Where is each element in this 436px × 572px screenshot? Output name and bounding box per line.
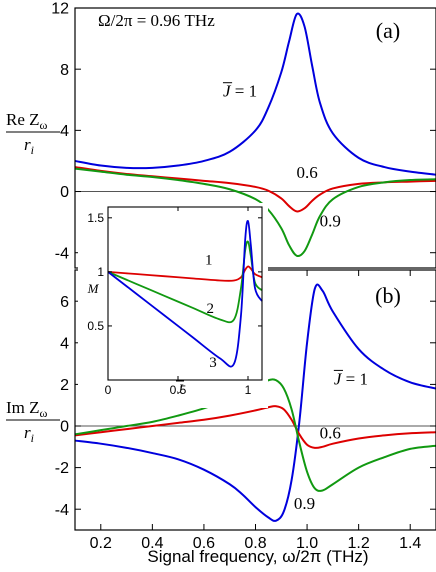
y-tick-label: 0 <box>60 184 69 201</box>
curve-label: 0.9 <box>294 494 315 513</box>
curve-label: 2 <box>206 301 214 317</box>
panel-b-ylabel-bottom: ri <box>24 423 34 445</box>
y-tick-label: 4 <box>60 335 69 352</box>
x-tick-label: 1 <box>245 383 252 397</box>
y-tick-label: 8 <box>60 62 69 79</box>
y-tick-label: 1 <box>97 265 104 279</box>
y-tick-label: 0 <box>60 419 69 436</box>
x-tick-label: 1.2 <box>348 535 370 552</box>
y-tick-label: 6 <box>60 294 69 311</box>
panel-a-ylabel-bottom: ri <box>24 135 34 157</box>
x-tick-label: 1.0 <box>296 535 318 552</box>
inset-series <box>107 220 263 368</box>
panel-a-ylabel: Re Zω ri <box>6 110 60 157</box>
panel-a-ticks: -4 0 4 8 12 <box>51 1 436 262</box>
panel-a-annotation: Ω/2π = 0.96 THz <box>98 11 215 30</box>
panel-a-curve-labels: J = 1 0.6 0.9 <box>222 82 341 231</box>
panelb-series-1 <box>74 405 436 449</box>
panel-b-ticks: -4 -2 0 2 4 6 0.2 0.4 0.6 0.8 1.0 1.2 1.4 <box>55 270 436 552</box>
y-tick-label: 4 <box>60 123 69 140</box>
inset-series-2 <box>107 220 263 368</box>
curve-label: J = 1 <box>334 369 368 388</box>
curve-label: J = 1 <box>223 82 257 101</box>
panel-b-series <box>74 283 436 522</box>
y-tick-label: -4 <box>55 245 69 262</box>
y-tick-label: -4 <box>55 502 69 519</box>
y-tick-label: 1.5 <box>87 211 104 225</box>
panelb-series-2 <box>74 378 436 492</box>
inset-series-0 <box>107 265 263 282</box>
inset-ticks: 0.5 1 1.5 0 0.5 1 <box>87 207 262 397</box>
panela-series-0 <box>74 12 436 176</box>
inset-frame <box>107 206 263 381</box>
inset-plot: 0.5 1 1.5 0 0.5 1 1 2 3 M J <box>78 203 268 408</box>
curve-label: 0.6 <box>320 423 341 442</box>
inset-curve-labels: 1 2 3 <box>205 252 217 371</box>
x-axis-label: Signal frequency, ω/2π (THz) <box>147 547 368 566</box>
curve-label: 0.9 <box>320 212 341 231</box>
x-tick-label: 0.4 <box>141 535 163 552</box>
panel-a-label: (a) <box>376 18 400 43</box>
panel-b-ylabel: Im Zω ri <box>6 398 60 445</box>
y-tick-label: -2 <box>55 460 69 477</box>
curve-label: 0.6 <box>296 163 317 182</box>
inset-background <box>78 203 268 408</box>
x-tick-label: 0.2 <box>90 535 112 552</box>
y-tick-label: 2 <box>60 377 69 394</box>
panel-a-series <box>74 12 436 258</box>
inset-ylabel: M <box>87 281 100 296</box>
panel-b-label: (b) <box>375 283 401 308</box>
panel-a-ylabel-top: Re Zω <box>6 110 48 132</box>
panel-b-ylabel-top: Im Zω <box>6 398 48 420</box>
panel-b-curve-labels: J = 1 0.6 0.9 <box>294 369 368 513</box>
panel-b: -4 -2 0 2 4 6 0.2 0.4 0.6 0.8 1.0 1.2 1.4 (b) J = 1 0… <box>55 269 436 552</box>
curve-label: 3 <box>209 355 217 371</box>
panelb-series-0 <box>74 283 436 522</box>
y-tick-label: 12 <box>51 1 69 18</box>
x-tick-label: 0.6 <box>193 535 215 552</box>
y-tick-label: 0.5 <box>87 319 104 333</box>
x-tick-label: 0.8 <box>244 535 266 552</box>
x-tick-label: 0.5 <box>170 383 187 397</box>
x-tick-label: 0 <box>105 383 112 397</box>
panela-series-2 <box>74 167 436 258</box>
inset-xlabel-text: J <box>177 381 184 396</box>
x-tick-label: 1.4 <box>399 535 421 552</box>
inset-xlabel: J <box>176 380 184 396</box>
curve-label: 1 <box>205 252 213 268</box>
panel-a: -4 0 4 8 12 (a) Ω/2π = 0.96 THz J = 1 0.6 0.9 <box>51 1 436 269</box>
